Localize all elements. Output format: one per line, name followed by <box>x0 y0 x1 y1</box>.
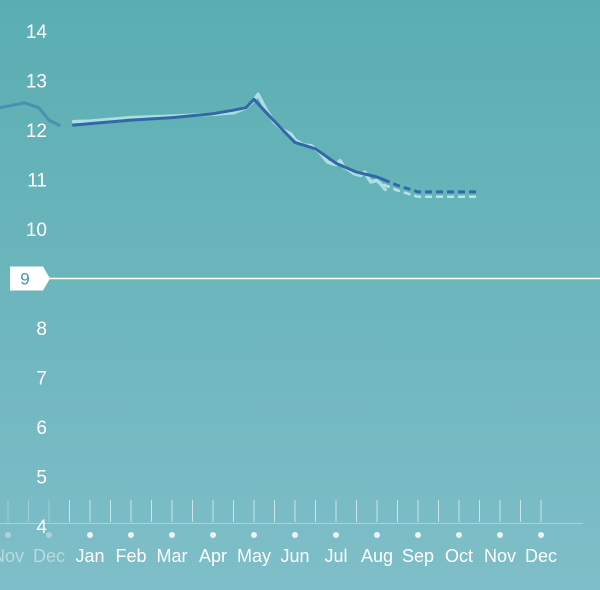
y-tick-label: 12 <box>26 121 47 142</box>
x-month-dot <box>169 532 175 538</box>
y-tick-label: 5 <box>36 468 47 489</box>
x-tick-label: Aug <box>361 546 393 566</box>
x-tick-label: Mar <box>157 546 188 566</box>
projection-trend-line <box>382 178 480 194</box>
x-month-dot <box>497 532 503 538</box>
y-tick-label: 7 <box>36 369 47 390</box>
projection-raw-line <box>382 183 480 199</box>
y-tick-label: 13 <box>26 72 47 93</box>
x-month-dot <box>415 532 421 538</box>
x-tick-label: Oct <box>445 546 473 566</box>
x-month-dot <box>538 532 544 538</box>
goal-label: 9 <box>20 270 29 289</box>
y-tick-label: 14 <box>26 22 48 43</box>
x-month-dot <box>128 532 134 538</box>
y-tick-label: 11 <box>27 171 47 192</box>
x-tick-label: May <box>237 546 271 566</box>
y-tick-label: 6 <box>36 418 47 439</box>
x-tick-label: Nov <box>484 546 516 566</box>
x-tick-label: Jan <box>75 546 104 566</box>
x-month-dot <box>333 532 339 538</box>
x-month-dot <box>46 532 52 538</box>
y-tick-label: 8 <box>36 319 47 340</box>
y-tick-label: 4 <box>36 517 47 538</box>
x-month-dot <box>5 532 11 538</box>
x-tick-label: Dec <box>525 546 557 566</box>
x-tick-label: Dec <box>33 546 65 566</box>
x-month-dot <box>456 532 462 538</box>
goal-tag <box>10 266 50 291</box>
x-tick-label: Sep <box>402 546 434 566</box>
y-tick-label: 10 <box>26 220 47 241</box>
x-month-dot <box>292 532 298 538</box>
x-tick-label: Apr <box>199 546 227 566</box>
x-tick-label: Nov <box>0 546 24 566</box>
previous-year-line <box>0 101 61 127</box>
x-month-dot <box>210 532 216 538</box>
x-tick-label: Jun <box>280 546 309 566</box>
x-month-dot <box>87 532 93 538</box>
x-tick-label: Feb <box>115 546 146 566</box>
x-tick-label: Jul <box>324 546 347 566</box>
x-month-dot <box>251 532 257 538</box>
x-month-dot <box>374 532 380 538</box>
trend-line <box>72 97 385 181</box>
